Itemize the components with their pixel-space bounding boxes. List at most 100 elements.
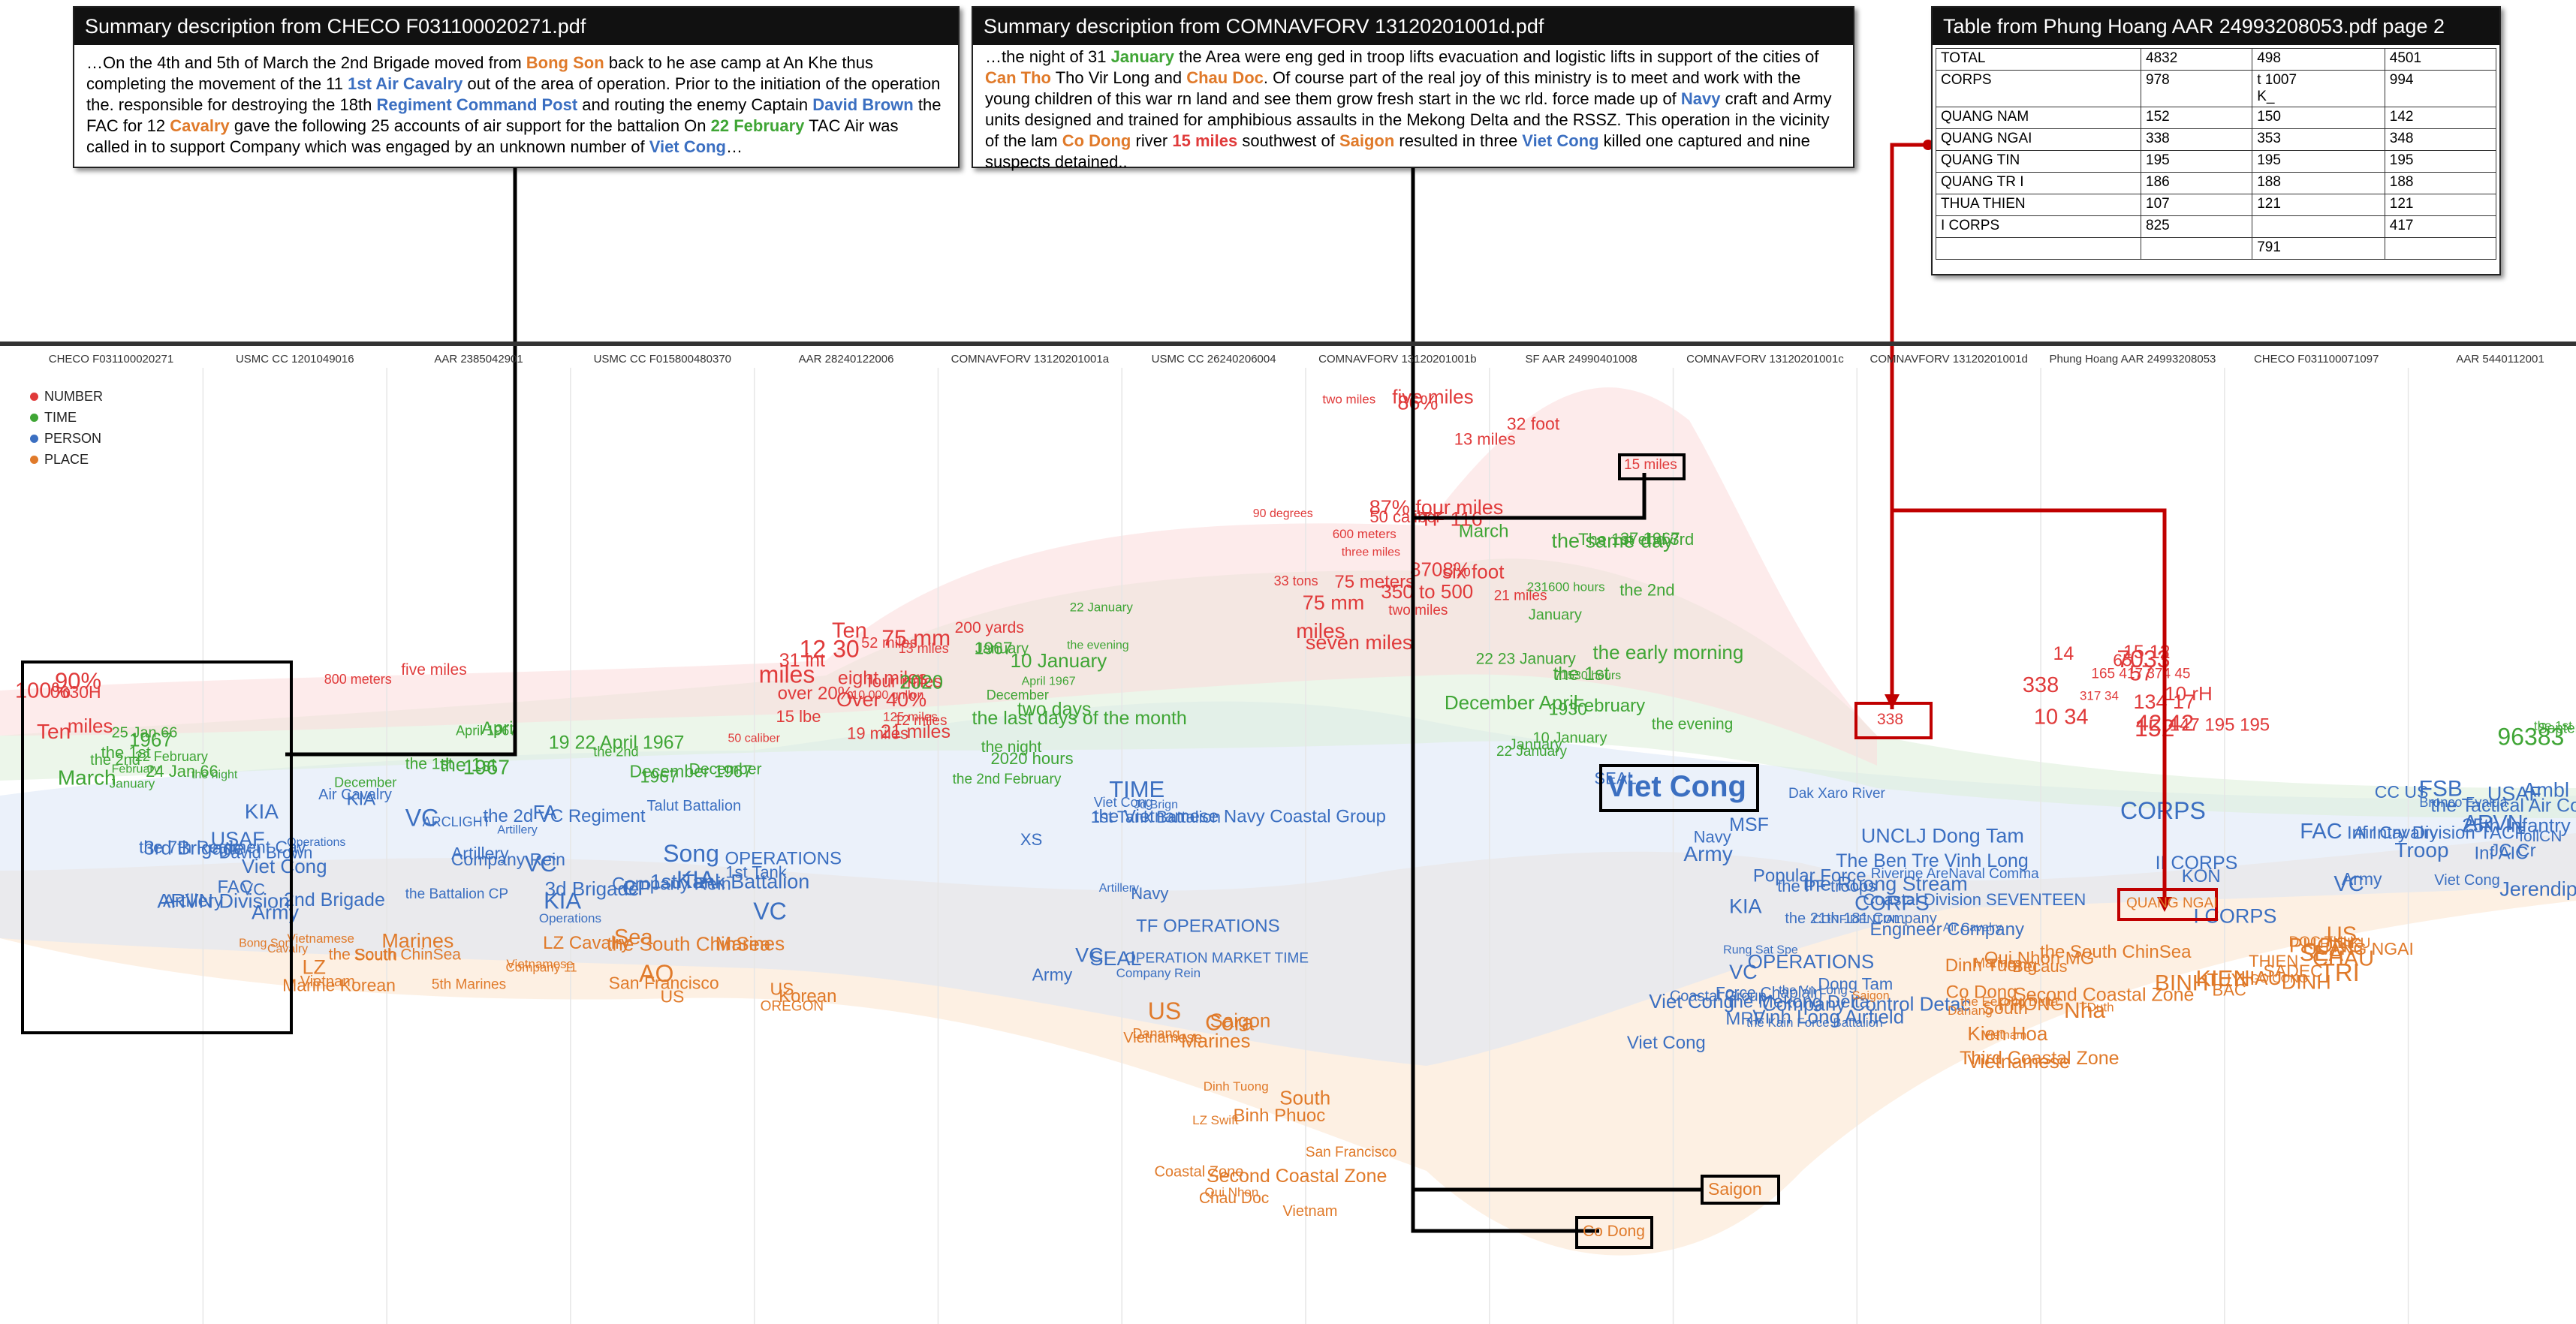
quang-ngai-highlight-box: QUANG NGAI bbox=[2117, 888, 2218, 921]
table-panel-title: Table from Phung Hoang AAR 24993208053.p… bbox=[1933, 8, 2499, 45]
cloud-word-person: the Mekong Delta bbox=[1728, 992, 1870, 1013]
cloud-word-place: Binh Phuoc bbox=[1233, 1106, 1325, 1126]
cloud-word-person: Air Cavalry bbox=[1943, 922, 2002, 934]
cloud-word-place: OREGON bbox=[761, 999, 824, 1015]
cloud-word-time: 96383 bbox=[2497, 724, 2564, 751]
cloud-word-person: VC bbox=[2333, 872, 2364, 896]
cloud-word-place: Vietnam bbox=[1282, 1203, 1337, 1220]
cloud-word-person: SEAL bbox=[1090, 947, 1142, 970]
cloud-word-person: OPERATIONS bbox=[1748, 950, 1875, 973]
cloud-word-time: 19 22 April 1967 bbox=[549, 733, 685, 754]
table-cell: QUANG TIN bbox=[1936, 150, 2141, 173]
cloud-word-place: Third Coastal Zone bbox=[1960, 1048, 2120, 1069]
cloud-word-person: Inf AIC bbox=[2474, 844, 2528, 864]
entity-person: 1st Air Cavalry bbox=[348, 74, 463, 93]
cloud-word-place: BAC bbox=[2213, 981, 2246, 1000]
timeline-label: Phung Hoang AAR 24993208053 bbox=[2049, 353, 2216, 366]
cloud-word-place: Vietnamese bbox=[1123, 1030, 1202, 1046]
cloud-word-time: 25 Jan 66 bbox=[112, 724, 178, 741]
cloud-word-person: Company Rein bbox=[612, 874, 731, 894]
cloud-word-time: the 2nd February bbox=[953, 772, 1062, 787]
cloud-word-place: US bbox=[660, 986, 684, 1006]
cloud-word-number: Over 40% bbox=[836, 688, 926, 711]
cloud-word-place: Dinh Tuong bbox=[1204, 1079, 1269, 1094]
cloud-word-number: 13 miles bbox=[899, 641, 949, 656]
cloud-word-person: Company Control Detac bbox=[1762, 993, 1970, 1016]
cloud-word-time: the 1st bbox=[405, 756, 453, 773]
cloud-word-person: VC bbox=[1729, 961, 1758, 983]
cloud-word-person: Army bbox=[2342, 869, 2382, 889]
cloud-word-number: 31 int bbox=[779, 650, 825, 671]
cloud-word-number: Ten bbox=[37, 720, 71, 743]
cloud-word-person: Coastal Division SEVENTEEN bbox=[1863, 890, 2086, 909]
cloud-word-person: VC bbox=[405, 804, 438, 831]
legend-person: PERSON bbox=[30, 431, 101, 447]
entity-place: Chau Doc bbox=[1186, 68, 1264, 87]
cloud-word-place: THIEN bbox=[2249, 952, 2298, 970]
cloud-word-time: September bbox=[2538, 721, 2576, 737]
table-cell: 498 bbox=[2252, 48, 2385, 71]
cloud-word-person: Company Rein bbox=[1116, 966, 1201, 980]
cloud-word-person: VC bbox=[753, 898, 786, 925]
cloud-word-time: 1967 bbox=[640, 766, 679, 786]
cloud-word-place: DINH bbox=[2282, 971, 2331, 994]
cloud-word-place: Vietnamese bbox=[1967, 1050, 2070, 1073]
cloud-word-person: Dak Xaro River bbox=[1788, 786, 1885, 802]
entity-time: January bbox=[1110, 47, 1174, 66]
entity-person: Navy bbox=[1680, 89, 1721, 108]
table-cell bbox=[2384, 237, 2497, 260]
table-cell: 150 bbox=[2252, 107, 2385, 129]
cloud-word-place: CHAU bbox=[2312, 946, 2374, 970]
cloud-word-person: Viet Cong bbox=[1627, 1033, 1706, 1053]
cloud-word-number: 200 yards bbox=[955, 619, 1024, 636]
cloud-word-number: 147 195 195 bbox=[2170, 715, 2270, 736]
time-stream-band bbox=[0, 558, 2576, 818]
cloud-word-person: Jerendip bbox=[2499, 878, 2576, 901]
cloud-word-person: KIA bbox=[245, 799, 279, 823]
cloud-word-number: five miles bbox=[1392, 386, 1473, 408]
cloud-word-number: 65 bbox=[2113, 650, 2132, 670]
cloud-word-time: the 2nd bbox=[90, 752, 140, 769]
cloud-word-place: Sea bbox=[614, 925, 653, 949]
cloud-word-place: TRI bbox=[2320, 958, 2360, 986]
summary-text: killed one captured and nine suspects de… bbox=[985, 131, 1810, 171]
cloud-word-number: 0630H bbox=[50, 682, 101, 702]
cloud-word-person: KON bbox=[2182, 866, 2221, 886]
cloud-word-person: 3rd Brigade bbox=[143, 837, 244, 859]
cloud-word-number: 87% four miles bbox=[1369, 496, 1504, 519]
cloud-word-number: 90% bbox=[55, 667, 101, 694]
cloud-word-time: 22 January bbox=[1496, 744, 1568, 760]
cloud-word-time: 10 January bbox=[1011, 649, 1107, 672]
legend-label: PERSON bbox=[44, 431, 102, 446]
cloud-word-place: Marines bbox=[1181, 1029, 1250, 1052]
table-row: QUANG NGAI 338 353 348 bbox=[1936, 128, 2497, 151]
cloud-word-person: USAF bbox=[2487, 783, 2541, 805]
cloud-word-number: 75 meters bbox=[1334, 572, 1415, 592]
cloud-word-person: the 2d VC Regiment bbox=[483, 806, 645, 826]
entity-place: Co Dong bbox=[1062, 131, 1131, 150]
cloud-word-place: Kien Hoa bbox=[1967, 1022, 2047, 1045]
cloud-word-person: XS bbox=[1020, 830, 1042, 849]
cloud-word-number: 15 lbe bbox=[776, 707, 821, 726]
cloud-word-time: 2020 bbox=[899, 670, 943, 693]
cloud-word-time: the evening bbox=[1652, 715, 1734, 733]
cloud-word-person: 2nd Brigade bbox=[284, 889, 385, 910]
cloud-word-place: Marines bbox=[716, 932, 785, 955]
cloud-word-number: 90 degrees bbox=[1253, 507, 1313, 520]
cloud-word-place: South bbox=[354, 946, 396, 964]
table-cell: 195 bbox=[2140, 150, 2253, 173]
cloud-word-number: two miles bbox=[1322, 392, 1375, 406]
cloud-word-person: KIA bbox=[346, 789, 375, 809]
cloud-word-place: Bong Son bbox=[239, 937, 291, 950]
legend-label: NUMBER bbox=[44, 389, 104, 404]
table-cell: 4501 bbox=[2384, 48, 2497, 71]
cloud-word-person: Jd Brign bbox=[1134, 799, 1178, 811]
cloud-word-person: Artillery bbox=[451, 844, 509, 863]
cloud-word-person: David Brown bbox=[219, 844, 313, 862]
entity-place: Can Tho bbox=[985, 68, 1051, 87]
cloud-word-time: December bbox=[987, 688, 1049, 703]
table-cell bbox=[2252, 215, 2385, 238]
cloud-word-place: South bbox=[1983, 998, 2028, 1018]
cloud-word-place: Co Dong bbox=[1946, 982, 2017, 1002]
